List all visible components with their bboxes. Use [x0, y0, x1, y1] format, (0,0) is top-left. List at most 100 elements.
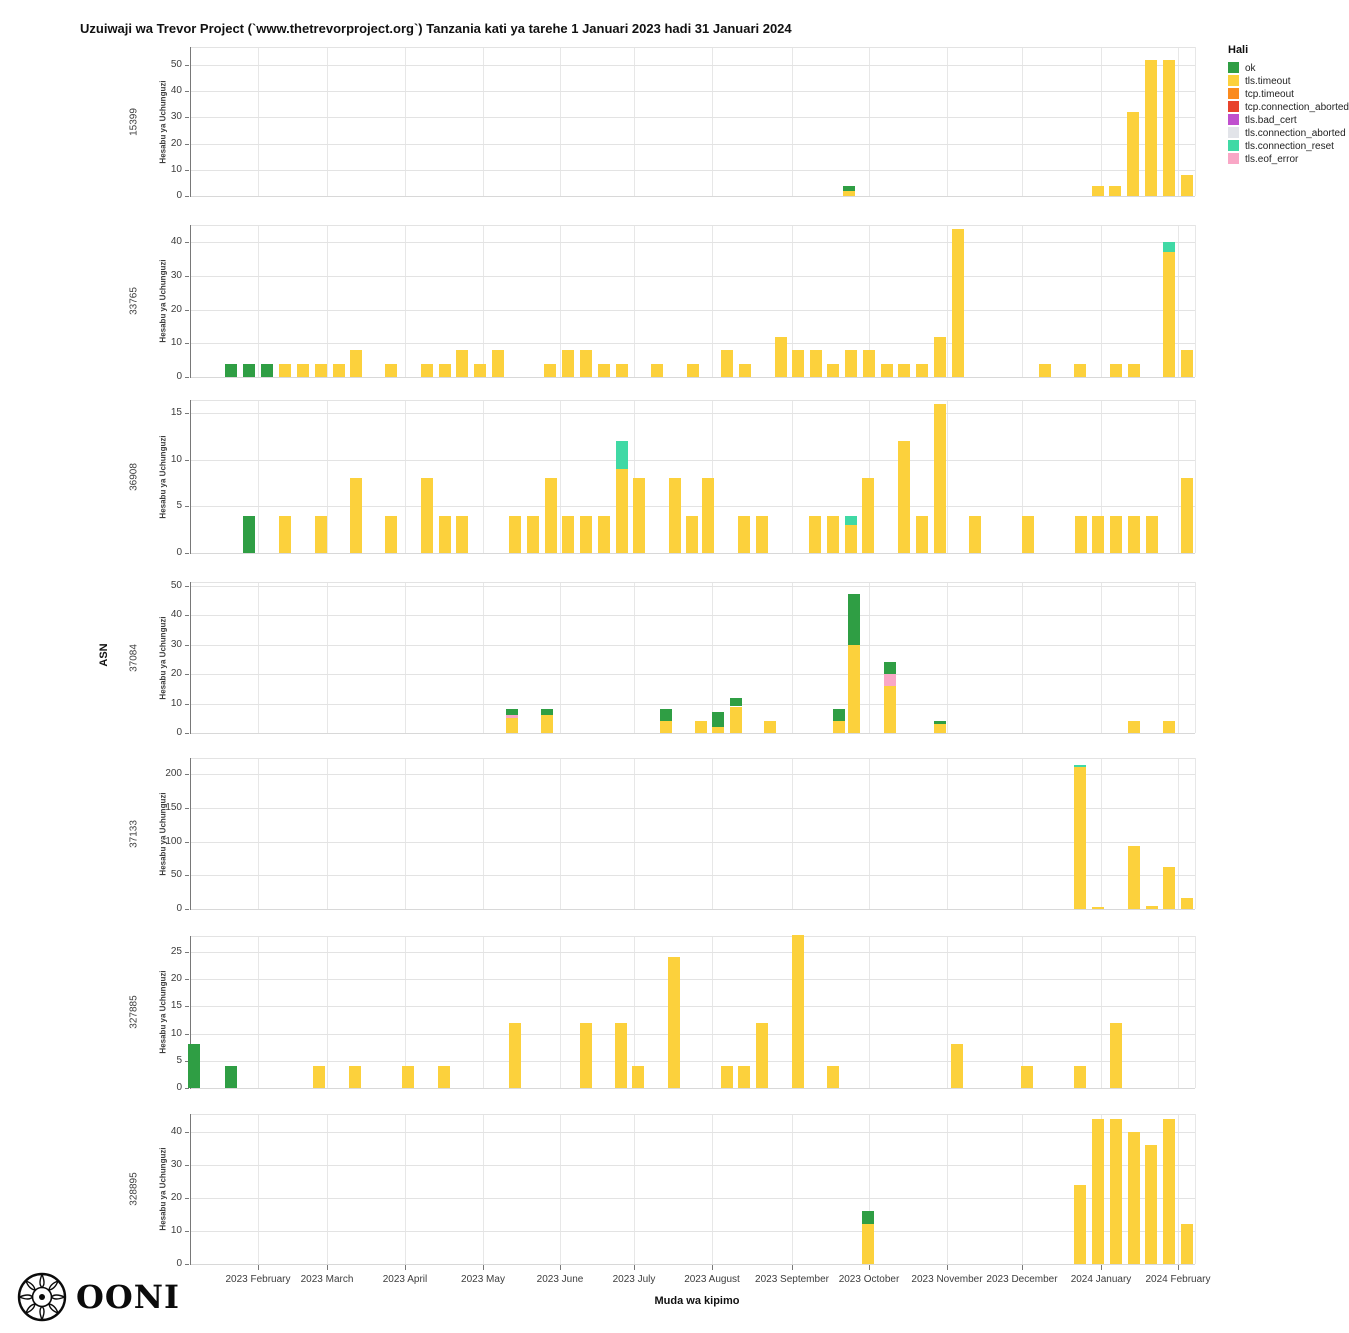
bar-segment-ok[interactable]: [243, 363, 255, 377]
bar-segment-tls.timeout[interactable]: [580, 515, 592, 553]
bar-segment-ok[interactable]: [506, 709, 518, 716]
bar-segment-tls.timeout[interactable]: [1110, 1022, 1122, 1088]
bar-segment-ok[interactable]: [261, 363, 273, 377]
bar-segment-tls.timeout[interactable]: [439, 363, 451, 377]
bar-segment-tls.timeout[interactable]: [1145, 1145, 1157, 1264]
bar-segment-ok[interactable]: [934, 721, 946, 725]
bar-segment-tls.eof_error[interactable]: [506, 715, 518, 719]
bar-segment-tls.timeout[interactable]: [580, 1022, 592, 1088]
bar-segment-tls.timeout[interactable]: [792, 935, 804, 1088]
bar-segment-tls.timeout[interactable]: [827, 363, 839, 377]
bar-segment-tls.timeout[interactable]: [1145, 59, 1157, 196]
bar-segment-tls.timeout[interactable]: [509, 515, 521, 553]
bar-segment-ok[interactable]: [243, 515, 255, 553]
bar-segment-tls.timeout[interactable]: [616, 363, 628, 377]
bar-segment-tls.connection_reset[interactable]: [1074, 764, 1086, 767]
bar-segment-tls.timeout[interactable]: [845, 350, 857, 377]
bar-segment-tls.timeout[interactable]: [730, 706, 742, 734]
bar-segment-tls.timeout[interactable]: [297, 363, 309, 377]
bar-segment-tls.timeout[interactable]: [898, 363, 910, 377]
bar-segment-tls.eof_error[interactable]: [884, 674, 896, 686]
bar-segment-tls.timeout[interactable]: [1163, 1118, 1175, 1264]
bar-segment-ok[interactable]: [833, 709, 845, 722]
bar-segment-tls.timeout[interactable]: [686, 515, 698, 553]
bar-segment-tls.timeout[interactable]: [1074, 1066, 1086, 1088]
bar-segment-tls.timeout[interactable]: [934, 336, 946, 377]
bar-segment-ok[interactable]: [843, 185, 855, 191]
bar-segment-tls.timeout[interactable]: [721, 1066, 733, 1088]
bar-segment-tls.timeout[interactable]: [952, 228, 964, 377]
bar-segment-tls.timeout[interactable]: [279, 515, 291, 553]
bar-segment-tls.timeout[interactable]: [738, 1066, 750, 1088]
bar-segment-tls.timeout[interactable]: [1128, 721, 1140, 733]
bar-segment-tls.timeout[interactable]: [827, 515, 839, 553]
bar-segment-ok[interactable]: [225, 363, 237, 377]
bar-segment-tls.timeout[interactable]: [810, 350, 822, 377]
bar-segment-tls.timeout[interactable]: [456, 515, 468, 553]
bar-segment-tls.timeout[interactable]: [1146, 515, 1158, 553]
bar-segment-tls.timeout[interactable]: [843, 190, 855, 196]
bar-segment-tls.timeout[interactable]: [1181, 175, 1193, 196]
bar-segment-tls.timeout[interactable]: [1163, 59, 1175, 196]
bar-segment-tls.connection_reset[interactable]: [616, 441, 628, 469]
bar-segment-tls.timeout[interactable]: [421, 363, 433, 377]
bar-segment-tls.timeout[interactable]: [833, 721, 845, 733]
bar-segment-tls.timeout[interactable]: [598, 363, 610, 377]
bar-segment-tls.timeout[interactable]: [1110, 515, 1122, 553]
bar-segment-tls.timeout[interactable]: [916, 515, 928, 553]
bar-segment-tls.timeout[interactable]: [1128, 363, 1140, 377]
bar-segment-tls.timeout[interactable]: [632, 1066, 644, 1088]
bar-segment-tls.timeout[interactable]: [1181, 1224, 1193, 1264]
bar-segment-tls.timeout[interactable]: [492, 350, 504, 377]
bar-segment-tls.timeout[interactable]: [1163, 721, 1175, 733]
bar-segment-tls.timeout[interactable]: [1163, 252, 1175, 377]
bar-segment-tls.timeout[interactable]: [898, 441, 910, 553]
bar-segment-tls.timeout[interactable]: [756, 515, 768, 553]
bar-segment-tls.timeout[interactable]: [1092, 515, 1104, 553]
bar-segment-tls.timeout[interactable]: [438, 1066, 450, 1088]
bar-segment-ok[interactable]: [188, 1044, 200, 1088]
bar-segment-tls.timeout[interactable]: [616, 469, 628, 553]
bar-segment-tls.timeout[interactable]: [1181, 478, 1193, 553]
bar-segment-tls.timeout[interactable]: [349, 1066, 361, 1088]
bar-segment-ok[interactable]: [862, 1211, 874, 1225]
bar-segment-tls.timeout[interactable]: [456, 350, 468, 377]
bar-segment-tls.timeout[interactable]: [651, 363, 663, 377]
bar-segment-tls.timeout[interactable]: [1110, 1118, 1122, 1264]
bar-segment-tls.timeout[interactable]: [1092, 1118, 1104, 1264]
bar-segment-tls.timeout[interactable]: [934, 403, 946, 553]
bar-segment-tls.timeout[interactable]: [934, 724, 946, 733]
bar-segment-tls.timeout[interactable]: [884, 685, 896, 733]
bar-segment-tls.timeout[interactable]: [1128, 515, 1140, 553]
bar-segment-ok[interactable]: [541, 709, 553, 716]
bar-segment-tls.timeout[interactable]: [1039, 363, 1051, 377]
bar-segment-tls.timeout[interactable]: [1074, 363, 1086, 377]
bar-segment-tls.timeout[interactable]: [775, 336, 787, 377]
bar-segment-tls.timeout[interactable]: [809, 515, 821, 553]
bar-segment-tls.timeout[interactable]: [615, 1022, 627, 1088]
bar-segment-tls.timeout[interactable]: [687, 363, 699, 377]
bar-segment-tls.timeout[interactable]: [541, 715, 553, 733]
bar-segment-tls.timeout[interactable]: [827, 1066, 839, 1088]
bar-segment-tls.timeout[interactable]: [474, 363, 486, 377]
bar-segment-tls.timeout[interactable]: [1146, 905, 1158, 909]
bar-segment-tls.timeout[interactable]: [402, 1066, 414, 1088]
bar-segment-ok[interactable]: [884, 662, 896, 674]
bar-segment-tls.timeout[interactable]: [1092, 185, 1104, 196]
bar-segment-tls.timeout[interactable]: [545, 478, 557, 553]
bar-segment-tls.timeout[interactable]: [862, 478, 874, 553]
bar-segment-tls.timeout[interactable]: [1075, 515, 1087, 553]
bar-segment-tls.timeout[interactable]: [739, 363, 751, 377]
bar-segment-tls.timeout[interactable]: [439, 515, 451, 553]
bar-segment-tls.timeout[interactable]: [633, 478, 645, 553]
bar-segment-tls.timeout[interactable]: [862, 1224, 874, 1264]
bar-segment-tls.timeout[interactable]: [721, 350, 733, 377]
bar-segment-tls.timeout[interactable]: [916, 363, 928, 377]
bar-segment-tls.timeout[interactable]: [1021, 1066, 1033, 1088]
bar-segment-tls.timeout[interactable]: [580, 350, 592, 377]
bar-segment-tls.timeout[interactable]: [1128, 1132, 1140, 1264]
bar-segment-tls.timeout[interactable]: [1110, 363, 1122, 377]
bar-segment-tls.timeout[interactable]: [313, 1066, 325, 1088]
bar-segment-tls.connection_reset[interactable]: [1163, 242, 1175, 253]
bar-segment-tls.timeout[interactable]: [1163, 867, 1175, 909]
